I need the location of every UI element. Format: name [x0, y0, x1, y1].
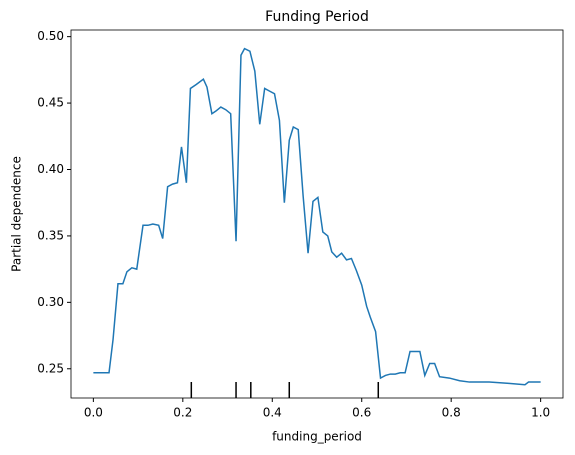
plot-frame — [70, 29, 564, 399]
x-tick-label: 0.6 — [352, 406, 371, 420]
x-tick-label: 1.0 — [531, 406, 550, 420]
y-axis-label: Partial dependence — [10, 156, 24, 272]
x-tick-label: 0.0 — [84, 406, 103, 420]
pd-line — [93, 47, 541, 386]
x-tick-label: 0.2 — [173, 406, 192, 420]
x-tick-label: 0.8 — [442, 406, 461, 420]
y-tick-label: 0.30 — [37, 295, 64, 309]
x-tick-label: 0.4 — [263, 406, 282, 420]
x-axis-label: funding_period — [272, 430, 362, 444]
y-tick-label: 0.45 — [37, 96, 64, 110]
y-tick-label: 0.40 — [37, 162, 64, 176]
y-tick-label: 0.50 — [37, 29, 64, 43]
chart-title: Funding Period — [265, 9, 369, 25]
y-tick-label: 0.25 — [37, 361, 64, 375]
y-tick-label: 0.35 — [37, 228, 64, 242]
